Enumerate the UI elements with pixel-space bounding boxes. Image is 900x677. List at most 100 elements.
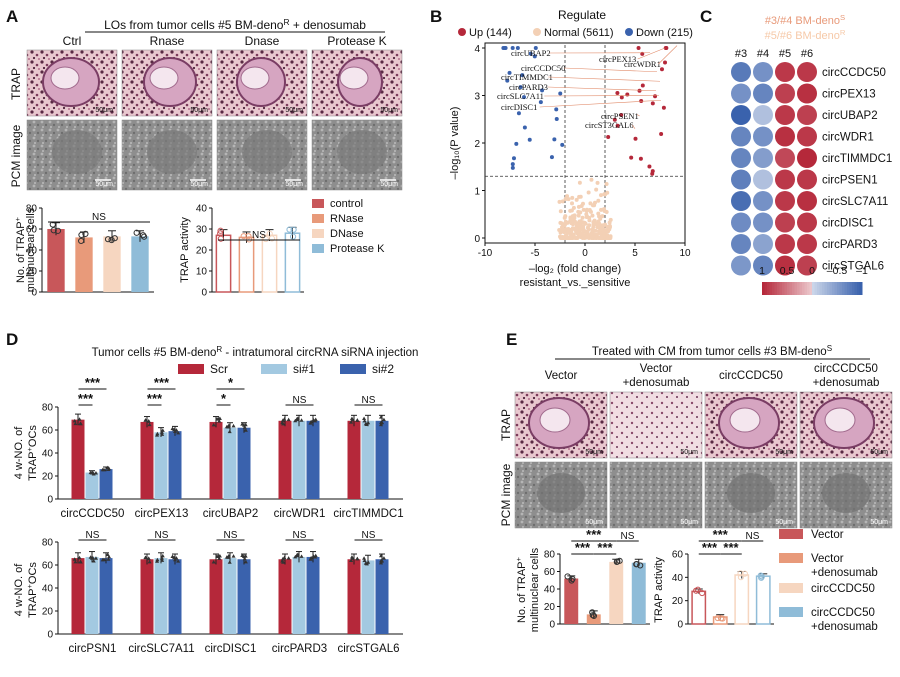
volcano-point-normal	[586, 190, 591, 195]
volcano-point-normal	[592, 218, 597, 223]
heatmap-col-label: #6	[801, 48, 813, 60]
a-legend-label: RNase	[330, 213, 364, 225]
d-bottom-sig: NS	[362, 530, 376, 541]
heatmap-scale-segment	[782, 282, 785, 295]
a-right-tick-label: 20	[196, 246, 208, 257]
volcano-point-normal	[558, 209, 563, 214]
d-bottom-bar	[71, 558, 85, 634]
d-top-datapoint	[93, 470, 98, 475]
volcano-point-normal	[571, 205, 576, 210]
d-bottom-tick-label: 80	[42, 538, 54, 549]
volcano-point-normal	[608, 217, 613, 222]
heatmap-cell	[775, 62, 795, 82]
volcano-ytick-label: 2	[474, 139, 480, 150]
volcano-point-down	[507, 70, 512, 75]
volcano-point-down	[518, 85, 523, 90]
a-legend-swatch	[312, 229, 324, 238]
d-bottom-datapoint	[155, 557, 160, 562]
volcano-point-normal	[579, 204, 584, 209]
heatmap-scale-segment	[812, 282, 815, 295]
d-top-tick-label: 80	[42, 403, 54, 414]
heatmap-cell	[731, 234, 751, 254]
heatmap-cell	[753, 212, 773, 233]
d-top-datapoint	[242, 425, 247, 429]
d-top-datapoint	[227, 429, 232, 434]
a-legend-swatch	[312, 244, 324, 253]
heatmap-scale-segment	[852, 282, 855, 295]
e-legend-label: +denosumab	[811, 621, 878, 633]
volcano-xtick-label: 10	[679, 248, 691, 259]
volcano-point-down	[514, 141, 519, 146]
volcano-point-down	[522, 125, 527, 130]
a-left-datapoint	[82, 230, 89, 238]
d-top-datapoint	[88, 470, 93, 475]
volcano-gene-label: circSLC7A11	[497, 91, 544, 101]
scalebar-label: 50μm	[95, 181, 113, 188]
a-left-bar	[75, 237, 93, 292]
d-bottom-datapoint	[295, 552, 300, 557]
volcano-legend-label: Down (215)	[636, 27, 693, 39]
a-left-ylabel: multinuclear cells	[25, 207, 37, 292]
d-bottom-datapoint	[160, 558, 165, 562]
scalebar-label: 50μm	[585, 449, 603, 456]
e-left-bar	[586, 614, 601, 624]
volcano-point-down	[527, 137, 532, 142]
heatmap-row-label: circPARD3	[822, 239, 877, 251]
volcano-point-up	[619, 113, 624, 118]
a-left-tick-label: 80	[26, 204, 38, 215]
heatmap-scale-segment	[839, 282, 843, 295]
volcano-xlabel: –log₂ (fold change)	[529, 263, 621, 275]
e-right-bar	[755, 575, 771, 625]
volcano-point-normal	[560, 199, 565, 204]
d-bottom-datapoint	[176, 559, 181, 563]
scalebar-label: 50μm	[285, 107, 303, 114]
heatmap-cell	[775, 83, 795, 104]
d-legend-swatch	[178, 364, 204, 374]
e-left-ylabel: multinuclear cells	[529, 547, 541, 632]
volcano-point-normal	[600, 214, 605, 219]
volcano-point-normal	[584, 207, 589, 212]
volcano-point-up	[664, 46, 669, 50]
volcano-legend-dot	[458, 28, 466, 36]
d-top-category-label: circTIMMDC1	[333, 508, 403, 520]
volcano-point-normal	[574, 222, 579, 227]
row-label-pcm: PCM image	[9, 124, 23, 187]
a-left-datapoint	[139, 232, 147, 239]
heatmap-scale-segment	[817, 282, 820, 295]
d-top-sig: ***	[78, 391, 94, 406]
volcano-xtick-label: 0	[582, 248, 588, 259]
volcano-point-normal	[565, 194, 570, 199]
heatmap-scale-segment	[789, 282, 793, 295]
a-right-datapoint	[217, 227, 224, 234]
volcano-legend-label: Up (144)	[469, 27, 512, 39]
e-legend-label: circCCDC50	[811, 607, 875, 619]
d-bottom-tick-label: 60	[42, 561, 54, 572]
volcano-point-normal	[577, 194, 582, 199]
d-legend-swatch	[261, 364, 287, 374]
e-condition-label: circCCDC50	[814, 363, 878, 375]
volcano-leader-line	[632, 124, 636, 129]
heatmap-scale-segment	[762, 282, 765, 295]
volcano-point-up	[650, 169, 655, 174]
d-bottom-datapoint	[378, 560, 383, 565]
row-label-trap: TRAP	[9, 68, 23, 100]
volcano-point-down	[538, 100, 543, 105]
a-left-tick-label: 20	[26, 267, 38, 278]
volcano-point-down	[516, 111, 521, 116]
a-left-datapoint	[54, 227, 62, 234]
e-right-datapoint	[692, 587, 700, 594]
d-bottom-bar	[154, 558, 168, 634]
d-top-datapoint	[380, 420, 385, 425]
volcano-ylabel: –log₁₀(P value)	[449, 107, 461, 180]
volcano-point-normal	[592, 203, 597, 208]
a-legend-label: Protease K	[330, 243, 385, 255]
d-top-datapoint	[378, 422, 383, 427]
heatmap-cell	[775, 191, 795, 211]
e-right-ylabel: TRAP activity	[653, 557, 665, 623]
d-bottom-datapoint	[106, 557, 111, 561]
volcano-point-down	[510, 162, 515, 167]
volcano-point-up	[640, 83, 645, 88]
d-top-bar	[85, 472, 99, 499]
d-top-datapoint	[280, 418, 285, 422]
a-legend-label: DNase	[330, 228, 364, 240]
